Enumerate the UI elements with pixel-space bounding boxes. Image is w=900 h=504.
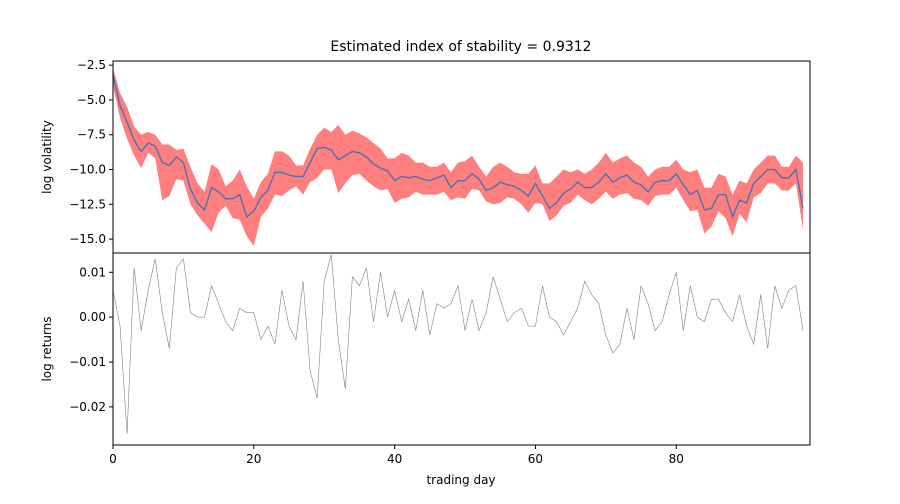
log-volatility-panel: −2.5 −5.0 −7.5 −10.0 −12.5 −15.0: [69, 58, 811, 254]
y-tick-label: −0.02: [69, 400, 106, 414]
bottom-y-axis-label: log returns: [40, 316, 54, 381]
x-tick-label: 20: [246, 452, 261, 466]
confidence-band: [113, 67, 803, 247]
y-tick-label: 0.01: [79, 265, 106, 279]
y-tick-label: −2.5: [77, 58, 106, 72]
returns-line: [112, 254, 804, 434]
log-returns-panel: 0.01 0.00 −0.01 −0.02 0 20 40 60 80: [69, 252, 811, 466]
top-y-axis-label: log volatility: [40, 120, 54, 194]
y-tick-label: −0.01: [69, 355, 106, 369]
volatility-line: [112, 74, 804, 219]
x-tick-label: 80: [669, 452, 684, 466]
x-tick-label: 60: [528, 452, 543, 466]
x-axis-label: trading day: [426, 473, 495, 487]
x-tick-label: 0: [109, 452, 117, 466]
y-tick-label: −5.0: [77, 93, 106, 107]
axes-frame: [112, 252, 811, 446]
y-tick-label: −10.0: [69, 163, 106, 177]
chart-title: Estimated index of stability = 0.9312: [330, 39, 591, 55]
y-tick-label: −7.5: [77, 128, 106, 142]
x-tick-label: 40: [387, 452, 402, 466]
y-tick-label: −15.0: [69, 232, 106, 246]
y-tick-label: −12.5: [69, 197, 106, 211]
y-tick-label: 0.00: [79, 310, 106, 324]
